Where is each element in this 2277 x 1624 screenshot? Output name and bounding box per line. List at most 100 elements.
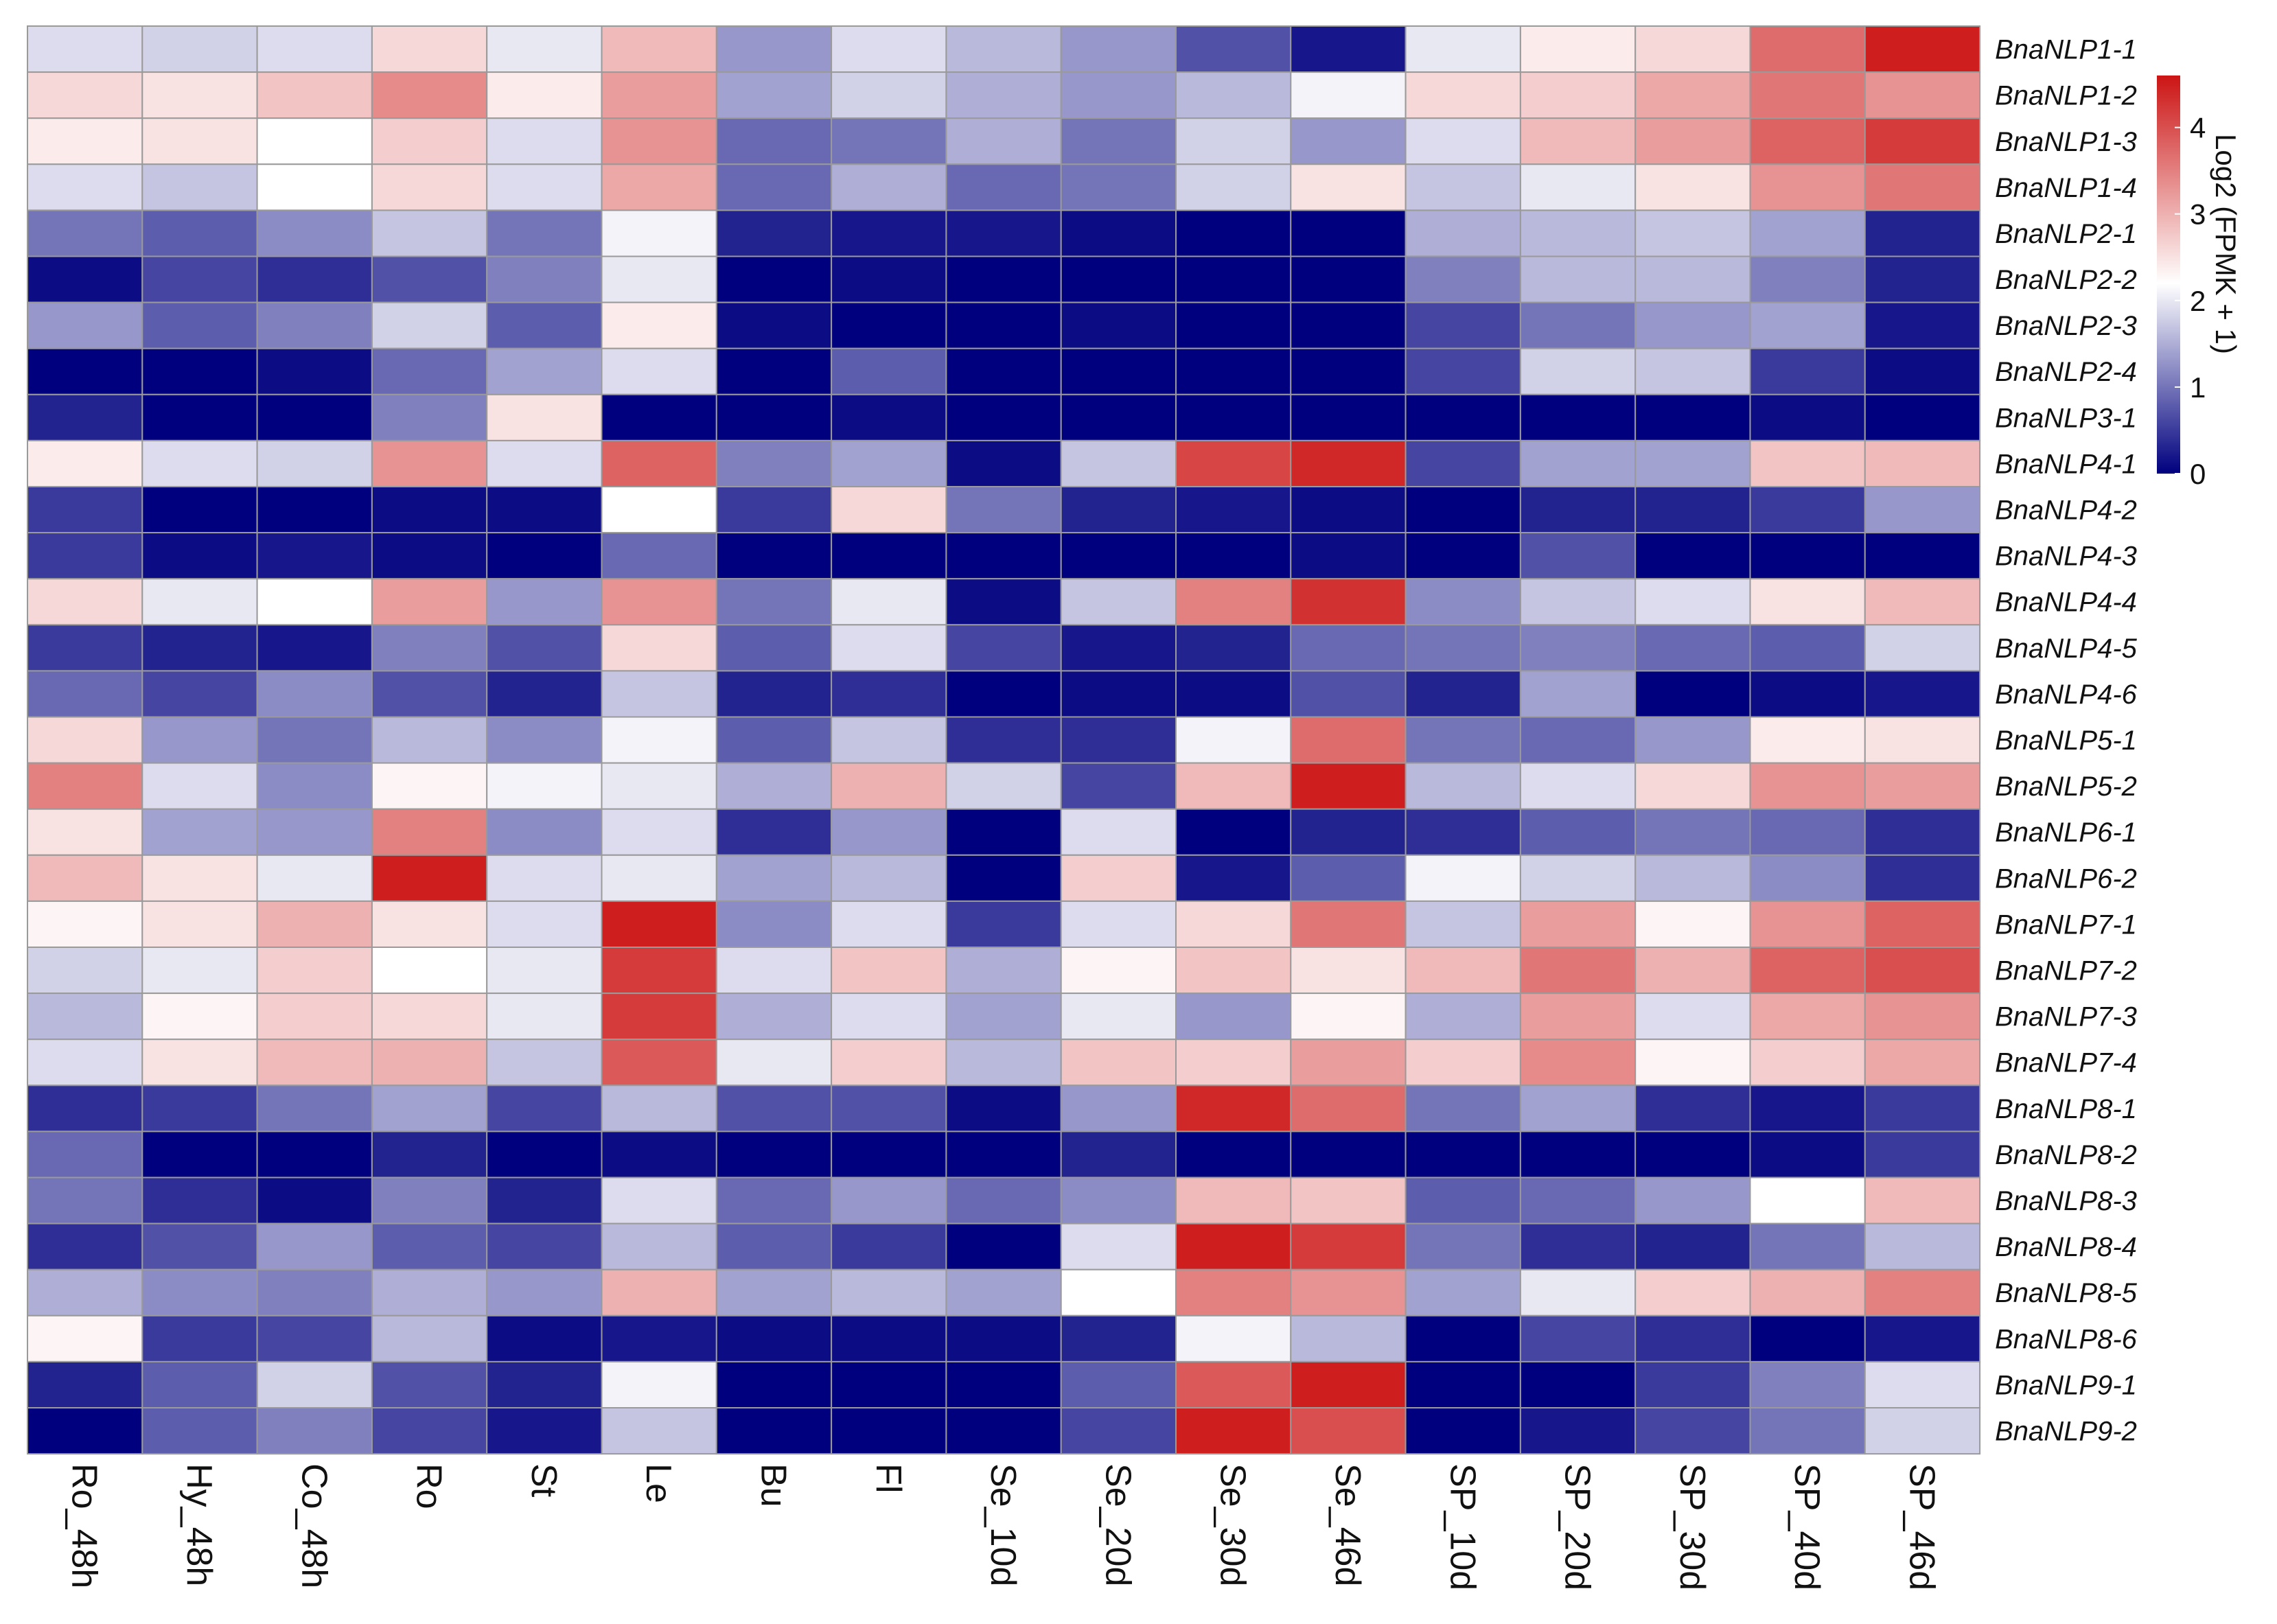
- heatmap-cell: [1864, 670, 1981, 718]
- heatmap-cell: [1175, 25, 1292, 73]
- heatmap-cell: [1519, 25, 1637, 73]
- heatmap-cell: [1060, 1407, 1177, 1455]
- heatmap-cell: [371, 1268, 488, 1316]
- heatmap-cell: [1405, 900, 1521, 949]
- heatmap-cell: [601, 439, 717, 488]
- heatmap-cell: [601, 25, 717, 73]
- heatmap-cell: [945, 1222, 1062, 1271]
- heatmap-cell: [1290, 1130, 1407, 1179]
- heatmap-cell: [831, 900, 947, 949]
- heatmap-cell: [601, 301, 717, 349]
- heatmap-cell: [1060, 347, 1177, 395]
- heatmap-cell: [1175, 1084, 1292, 1133]
- heatmap-cell: [945, 900, 1062, 949]
- heatmap-cell: [1060, 578, 1177, 626]
- heatmap-cell: [1519, 762, 1637, 810]
- heatmap-cell: [831, 947, 947, 995]
- heatmap-cell: [831, 347, 947, 395]
- heatmap-cell: [1634, 900, 1751, 949]
- heatmap-cell: [1060, 71, 1177, 119]
- heatmap-cell: [141, 163, 258, 211]
- heatmap-cell: [1519, 301, 1637, 349]
- heatmap-cell: [1060, 900, 1177, 949]
- heatmap-cell: [371, 1084, 488, 1133]
- heatmap-cell: [1864, 1222, 1981, 1271]
- heatmap-cell: [715, 25, 833, 73]
- heatmap-cell: [831, 1222, 947, 1271]
- heatmap-cell: [1175, 393, 1292, 441]
- heatmap-cell: [371, 900, 488, 949]
- heatmap-cell: [141, 439, 258, 488]
- heatmap-cell: [1749, 762, 1866, 810]
- heatmap-cell: [256, 1039, 373, 1087]
- heatmap-cell: [1749, 624, 1866, 672]
- heatmap-cell: [1749, 947, 1866, 995]
- legend-tick-label: 2: [2190, 285, 2206, 317]
- legend-tick-label: 3: [2190, 198, 2206, 231]
- heatmap-cell: [1175, 71, 1292, 119]
- heatmap-cell: [831, 163, 947, 211]
- heatmap-cell: [1405, 1039, 1521, 1087]
- heatmap-cell: [1634, 578, 1751, 626]
- heatmap-cell: [1519, 486, 1637, 534]
- heatmap-cell: [1749, 209, 1866, 257]
- heatmap-cell: [1749, 439, 1866, 488]
- heatmap-cell: [1634, 1407, 1751, 1455]
- heatmap-cell: [27, 1314, 143, 1362]
- heatmap-cell: [1749, 1268, 1866, 1316]
- heatmap-cell: [1290, 1407, 1407, 1455]
- heatmap-cell: [141, 1222, 258, 1271]
- heatmap-cell: [1749, 255, 1866, 303]
- heatmap-cell: [1634, 486, 1751, 534]
- heatmap-cell: [1405, 532, 1521, 580]
- heatmap-cell: [1175, 163, 1292, 211]
- heatmap-cell: [1864, 1084, 1981, 1133]
- heatmap-cell: [1634, 716, 1751, 764]
- heatmap-cell: [945, 532, 1062, 580]
- heatmap-cell: [141, 808, 258, 856]
- legend-tick-label: 1: [2190, 371, 2206, 404]
- heatmap-cell: [1060, 1268, 1177, 1316]
- heatmap-cell: [1405, 1314, 1521, 1362]
- heatmap-cell: [601, 532, 717, 580]
- heatmap-cell: [1864, 1039, 1981, 1087]
- heatmap-cell: [1519, 255, 1637, 303]
- heatmap-cell: [1405, 347, 1521, 395]
- heatmap-cell: [1864, 716, 1981, 764]
- heatmap-cell: [1864, 808, 1981, 856]
- heatmap-cell: [601, 716, 717, 764]
- heatmap-cell: [1405, 1130, 1521, 1179]
- heatmap-cell: [1749, 301, 1866, 349]
- heatmap-cell: [945, 624, 1062, 672]
- heatmap-cell: [715, 209, 833, 257]
- heatmap-cell: [1060, 1130, 1177, 1179]
- row-label: BnaNLP1-2: [1995, 81, 2137, 111]
- heatmap-cell: [486, 1268, 603, 1316]
- heatmap-cell: [1060, 486, 1177, 534]
- column-label: Ro_48h: [65, 1463, 104, 1588]
- heatmap-cell: [601, 1222, 717, 1271]
- heatmap-cell: [141, 71, 258, 119]
- heatmap-cell: [486, 1130, 603, 1179]
- heatmap-cell: [1749, 1407, 1866, 1455]
- heatmap-cell: [141, 347, 258, 395]
- heatmap-cell: [256, 1268, 373, 1316]
- heatmap-cell: [831, 762, 947, 810]
- heatmap-cell: [27, 762, 143, 810]
- heatmap-cell: [486, 1039, 603, 1087]
- heatmap-cell: [486, 1407, 603, 1455]
- heatmap-cell: [141, 532, 258, 580]
- heatmap-cell: [1290, 1360, 1407, 1409]
- heatmap-cell: [1864, 25, 1981, 73]
- heatmap-cell: [1290, 900, 1407, 949]
- heatmap-cell: [1405, 25, 1521, 73]
- heatmap-cell: [256, 71, 373, 119]
- heatmap-cell: [486, 993, 603, 1041]
- heatmap-cell: [256, 762, 373, 810]
- heatmap-cell: [1060, 532, 1177, 580]
- heatmap-cell: [715, 762, 833, 810]
- heatmap-cell: [486, 1222, 603, 1271]
- heatmap-cell: [371, 947, 488, 995]
- heatmap-cell: [486, 624, 603, 672]
- heatmap-cell: [1290, 439, 1407, 488]
